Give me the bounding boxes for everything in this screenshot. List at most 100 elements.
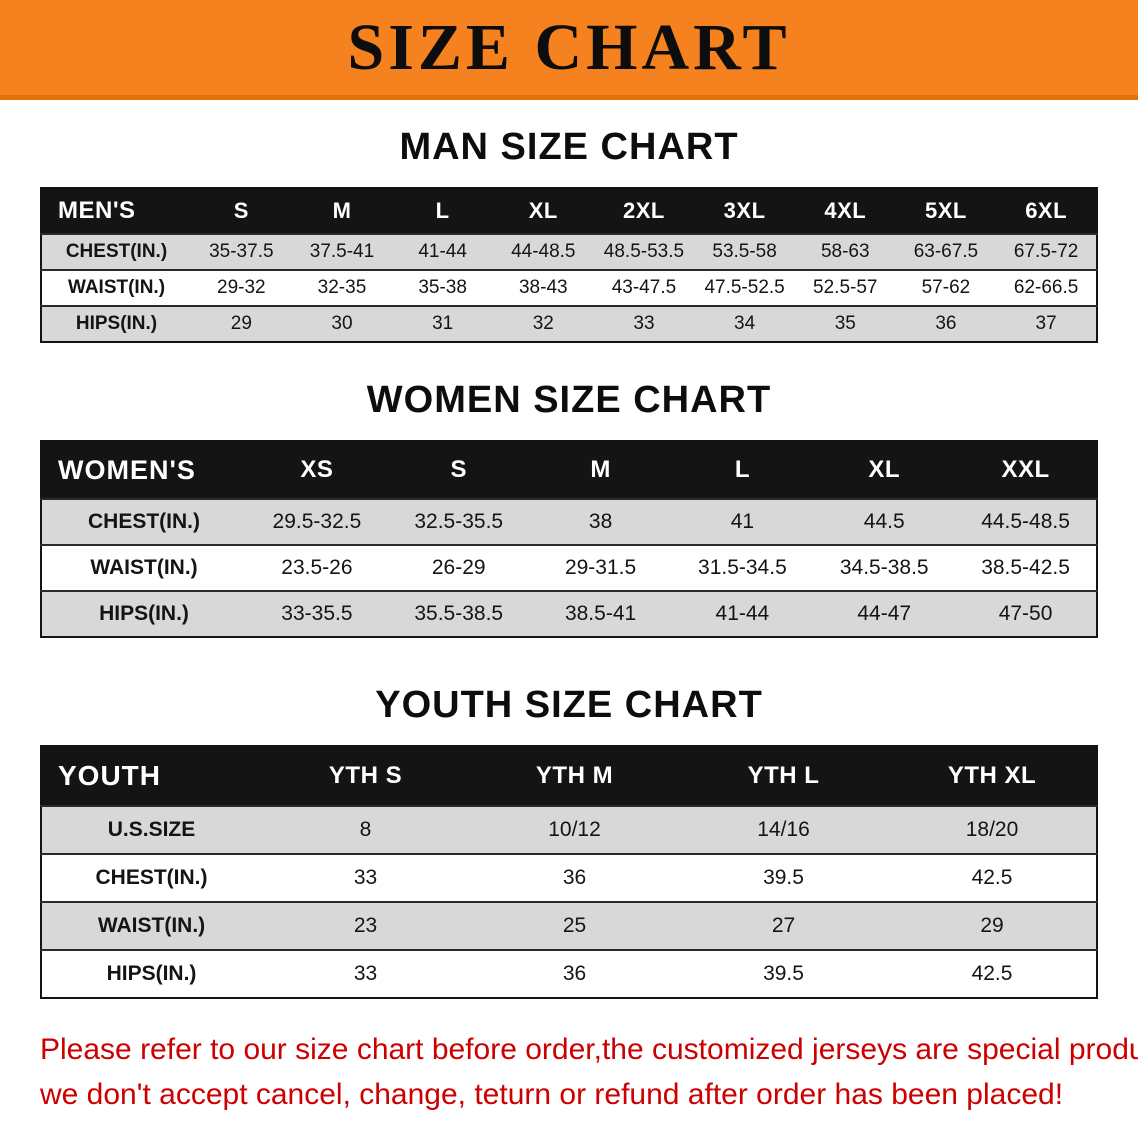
value-cell: 29-32: [191, 269, 292, 306]
value-cell: 34.5-38.5: [813, 544, 956, 591]
row-label-cell: CHEST(IN.): [41, 233, 191, 270]
youth-size-table-wrap: YOUTH YTH S YTH M YTH L YTH XL U.S.SIZE 8 10/12…: [40, 745, 1098, 999]
value-cell: 31: [392, 305, 493, 342]
size-header-cell: XS: [246, 441, 388, 499]
size-header-cell: 4XL: [794, 188, 896, 234]
value-cell: 44.5: [813, 498, 956, 545]
value-cell: 25: [470, 901, 679, 950]
value-cell: 23: [261, 901, 470, 950]
footer-note-line-1: Please refer to our size chart before or…: [40, 1033, 1138, 1066]
size-header-cell: YTH L: [679, 746, 888, 806]
value-cell: 33: [261, 949, 470, 998]
value-cell: 35-37.5: [191, 233, 292, 270]
table-row: WAIST(IN.) 23 25 27 29: [41, 901, 1097, 950]
table-row: WAIST(IN.) 23.5-26 26-29 29-31.5 31.5-34.5 34…: [41, 544, 1097, 591]
value-cell: 35.5-38.5: [387, 590, 530, 637]
value-cell: 23.5-26: [246, 544, 388, 591]
women-size-table: WOMEN'S XS S M L XL XXL CHEST(IN.) 29.5-32.5 32.5…: [40, 440, 1098, 638]
size-header-cell: 5XL: [895, 188, 997, 234]
value-cell: 29-31.5: [529, 544, 672, 591]
value-cell: 33: [261, 853, 470, 902]
value-cell: 38-43: [492, 269, 594, 306]
value-cell: 36: [470, 949, 679, 998]
size-header-cell: L: [671, 441, 814, 499]
value-cell: 48.5-53.5: [593, 233, 695, 270]
row-label-cell: U.S.SIZE: [41, 805, 261, 854]
value-cell: 33-35.5: [246, 590, 388, 637]
value-cell: 32: [492, 305, 594, 342]
value-cell: 47-50: [955, 590, 1097, 637]
table-row: CHEST(IN.) 35-37.5 37.5-41 41-44 44-48.5 48.5…: [41, 233, 1097, 270]
value-cell: 53.5-58: [694, 233, 795, 270]
size-header-cell: XXL: [955, 441, 1097, 499]
row-label-cell: CHEST(IN.): [41, 498, 246, 545]
value-cell: 37.5-41: [291, 233, 393, 270]
value-cell: 62-66.5: [996, 269, 1097, 306]
size-header-cell: 3XL: [694, 188, 795, 234]
size-header-cell: S: [387, 441, 530, 499]
value-cell: 26-29: [387, 544, 530, 591]
size-header-cell: YTH XL: [888, 746, 1097, 806]
value-cell: 43-47.5: [593, 269, 695, 306]
table-row: HIPS(IN.) 33-35.5 35.5-38.5 38.5-41 41-44 44-…: [41, 590, 1097, 637]
value-cell: 52.5-57: [794, 269, 896, 306]
women-chart-heading: WOMEN SIZE CHART: [366, 379, 772, 421]
value-cell: 42.5: [888, 949, 1097, 998]
footer-note-line-2: we don't accept cancel, change, teturn o…: [40, 1078, 1064, 1111]
value-cell: 29.5-32.5: [246, 498, 388, 545]
size-header-cell: S: [191, 188, 292, 234]
value-cell: 29: [888, 901, 1097, 950]
table-header-row: WOMEN'S XS S M L XL XXL: [41, 441, 1097, 499]
value-cell: 44.5-48.5: [955, 498, 1097, 545]
value-cell: 39.5: [679, 853, 888, 902]
value-cell: 32.5-35.5: [387, 498, 530, 545]
value-cell: 38.5-41: [529, 590, 672, 637]
size-header-cell: 6XL: [996, 188, 1097, 234]
size-header-cell: YTH S: [261, 746, 470, 806]
value-cell: 58-63: [794, 233, 896, 270]
table-header-row: MEN'S S M L XL 2XL 3XL 4XL 5XL 6XL: [41, 188, 1097, 234]
row-label-cell: HIPS(IN.): [41, 590, 246, 637]
table-title-cell: YOUTH: [41, 746, 261, 806]
table-title-cell: MEN'S: [41, 188, 191, 234]
value-cell: 41: [671, 498, 814, 545]
value-cell: 30: [291, 305, 393, 342]
value-cell: 27: [679, 901, 888, 950]
table-row: HIPS(IN.) 29 30 31 32 33 34 35 36 37: [41, 305, 1097, 342]
value-cell: 47.5-52.5: [694, 269, 795, 306]
women-size-table-wrap: WOMEN'S XS S M L XL XXL CHEST(IN.) 29.5-32.5 32.5…: [40, 440, 1098, 638]
value-cell: 32-35: [291, 269, 393, 306]
banner-title: SIZE CHART: [347, 10, 791, 84]
size-header-cell: M: [529, 441, 672, 499]
size-header-cell: XL: [492, 188, 594, 234]
table-row: CHEST(IN.) 33 36 39.5 42.5: [41, 853, 1097, 902]
value-cell: 41-44: [392, 233, 493, 270]
row-label-cell: HIPS(IN.): [41, 949, 261, 998]
women-size-chart-section: WOMEN SIZE CHART WOMEN'S XS S M L XL XXL CHEST(…: [0, 379, 1138, 638]
value-cell: 34: [694, 305, 795, 342]
size-chart-banner: SIZE CHART: [0, 0, 1138, 100]
value-cell: 57-62: [895, 269, 997, 306]
value-cell: 29: [191, 305, 292, 342]
table-header-row: YOUTH YTH S YTH M YTH L YTH XL: [41, 746, 1097, 806]
value-cell: 18/20: [888, 805, 1097, 854]
size-header-cell: XL: [813, 441, 956, 499]
table-title-cell: WOMEN'S: [41, 441, 246, 499]
size-header-cell: L: [392, 188, 493, 234]
value-cell: 8: [261, 805, 470, 854]
value-cell: 36: [895, 305, 997, 342]
value-cell: 37: [996, 305, 1097, 342]
value-cell: 33: [593, 305, 695, 342]
value-cell: 41-44: [671, 590, 814, 637]
size-header-cell: YTH M: [470, 746, 679, 806]
youth-size-table: YOUTH YTH S YTH M YTH L YTH XL U.S.SIZE 8 10/12…: [40, 745, 1098, 999]
row-label-cell: HIPS(IN.): [41, 305, 191, 342]
value-cell: 14/16: [679, 805, 888, 854]
men-size-table-wrap: MEN'S S M L XL 2XL 3XL 4XL 5XL 6XL CHEST(IN.) 35-37…: [40, 187, 1098, 343]
table-row: WAIST(IN.) 29-32 32-35 35-38 38-43 43-47.5 47.…: [41, 269, 1097, 306]
table-row: CHEST(IN.) 29.5-32.5 32.5-35.5 38 41 44.5 44.5…: [41, 498, 1097, 545]
footer-note: Please refer to our size chart before or…: [40, 1027, 1138, 1117]
row-label-cell: WAIST(IN.): [41, 901, 261, 950]
youth-chart-heading: YOUTH SIZE CHART: [375, 684, 763, 726]
